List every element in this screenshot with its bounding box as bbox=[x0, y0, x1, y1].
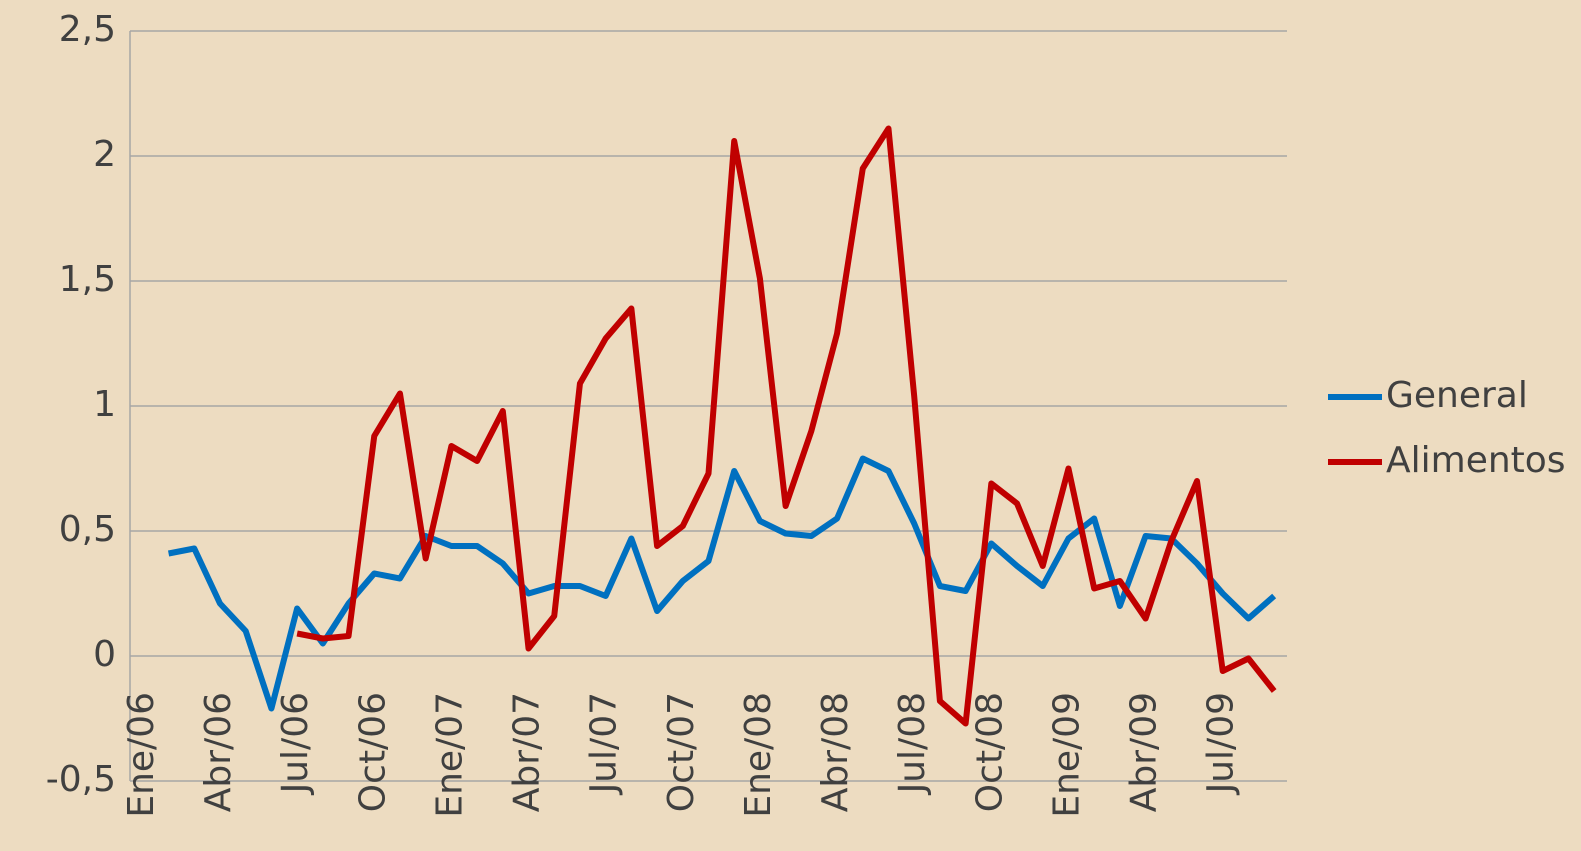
y-tick-label: 2,5 bbox=[59, 9, 116, 50]
x-tick-label: Jul/09 bbox=[1201, 692, 1242, 795]
y-tick-label: 1 bbox=[93, 384, 116, 425]
x-tick-label: Ene/08 bbox=[738, 692, 779, 818]
x-tick-label: Ene/06 bbox=[121, 692, 162, 818]
line-series bbox=[296, 125, 1277, 727]
y-tick-label: -0,5 bbox=[46, 759, 116, 800]
x-tick-label: Abr/07 bbox=[507, 692, 548, 812]
x-tick-label: Abr/06 bbox=[198, 692, 239, 812]
x-tick-label: Jul/06 bbox=[275, 692, 316, 795]
legend-label: General bbox=[1386, 375, 1528, 416]
x-tick-label: Jul/08 bbox=[892, 692, 933, 795]
y-tick-label: 2 bbox=[93, 134, 116, 175]
legend-label: Alimentos bbox=[1386, 440, 1566, 481]
x-tick-label: Oct/08 bbox=[969, 692, 1010, 812]
x-tick-label: Jul/07 bbox=[584, 692, 625, 795]
x-tick-label: Ene/07 bbox=[429, 692, 470, 818]
x-tick-label: Oct/07 bbox=[661, 692, 702, 812]
x-tick-label: Oct/06 bbox=[352, 692, 393, 812]
x-tick-label: Abr/09 bbox=[1124, 692, 1165, 812]
y-tick-label: 0,5 bbox=[59, 509, 116, 550]
y-tick-label: 0 bbox=[93, 634, 116, 675]
y-tick-label: 1,5 bbox=[59, 259, 116, 300]
x-tick-label: Ene/09 bbox=[1046, 692, 1087, 818]
x-tick-label: Abr/08 bbox=[815, 692, 856, 812]
